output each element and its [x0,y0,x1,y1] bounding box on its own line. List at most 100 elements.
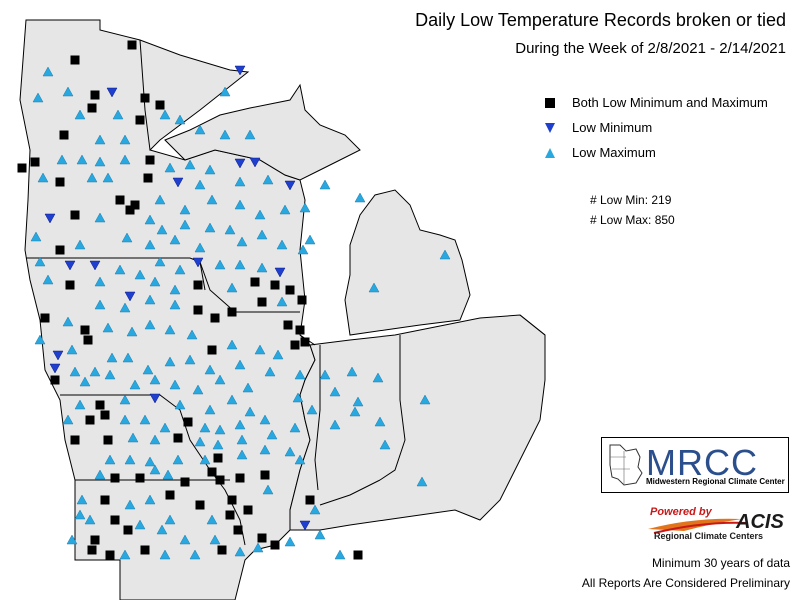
low-max-marker [252,542,264,553]
low-max-marker [134,269,146,280]
low-max-marker [372,372,384,383]
low-max-marker [262,484,274,495]
low-min-marker [49,363,61,374]
low-max-marker [314,529,326,540]
low-max-marker [184,159,196,170]
low-max-marker [284,446,296,457]
low-max-marker [276,296,288,307]
legend-label-low-min: Low Minimum [572,120,653,135]
both-record-marker [70,55,80,65]
low-max-marker [234,546,246,557]
both-record-marker [165,490,175,500]
low-max-marker [236,434,248,445]
low-max-marker [244,129,256,140]
low-max-marker [294,454,306,465]
low-max-marker [42,274,54,285]
low-max-marker [214,424,226,435]
low-max-marker [66,344,78,355]
low-max-marker [127,432,139,443]
low-max-marker [164,324,176,335]
low-max-marker [32,92,44,103]
low-max-marker [164,356,176,367]
low-min-marker [192,257,204,268]
mrcc-subtitle: Midwestern Regional Climate Center [646,477,785,486]
low-max-marker [199,422,211,433]
low-max-marker [119,302,131,313]
low-min-marker [274,267,286,278]
low-max-marker [142,364,154,375]
footer-min-years: Minimum 30 years of data [651,556,790,570]
low-max-marker [119,394,131,405]
low-max-marker [30,231,42,242]
both-record-marker [257,297,267,307]
both-record-marker [180,477,190,487]
low-max-marker [206,514,218,525]
low-max-marker [256,262,268,273]
low-max-marker [169,284,181,295]
low-max-marker [119,134,131,145]
low-max-marker [174,399,186,410]
low-max-marker [374,416,386,427]
low-max-marker [144,319,156,330]
low-max-marker [256,229,268,240]
footer-preliminary: All Reports Are Considered Preliminary [581,576,790,590]
low-max-marker [226,394,238,405]
low-max-marker [234,259,246,270]
low-max-marker [214,259,226,270]
both-record-marker [110,473,120,483]
low-max-marker [69,366,81,377]
low-max-marker [156,524,168,535]
legend: Both Low Minimum and Maximum Low Minimum… [540,90,768,165]
low-max-marker [319,179,331,190]
both-record-marker [193,280,203,290]
both-record-marker [290,340,300,350]
low-max-count: # Low Max: 850 [590,213,675,227]
low-max-marker [234,419,246,430]
low-max-marker [416,476,428,487]
low-max-marker [106,352,118,363]
both-record-marker [213,453,223,463]
both-record-marker [243,505,253,515]
low-max-marker [134,519,146,530]
low-max-marker [179,204,191,215]
low-max-marker [164,162,176,173]
low-max-marker [439,249,451,260]
low-max-marker [334,549,346,560]
low-max-marker [144,494,156,505]
low-max-marker [354,192,366,203]
both-record-marker [105,550,115,560]
low-max-marker [219,129,231,140]
low-max-marker [254,209,266,220]
both-record-marker [83,335,93,345]
low-min-marker [234,65,246,76]
both-record-marker [260,470,270,480]
low-max-marker [194,179,206,190]
eastern-land [289,314,546,531]
low-max-marker [266,429,278,440]
low-max-marker [149,374,161,385]
both-record-marker [227,307,237,317]
low-min-marker [299,520,311,531]
acis-logo: Powered by ACIS Regional Climate Centers [644,505,790,547]
low-max-marker [192,384,204,395]
low-max-marker [74,509,86,520]
low-max-marker [226,339,238,350]
low-max-marker [242,382,254,393]
low-max-marker [94,212,106,223]
low-max-marker [119,154,131,165]
low-max-marker [119,549,131,560]
both-record-marker [353,550,363,560]
acis-subtitle: Regional Climate Centers [654,531,764,541]
triangle-down-icon [540,121,560,135]
low-min-marker [284,180,296,191]
low-max-marker [169,299,181,310]
low-max-marker [144,456,156,467]
low-max-marker [234,176,246,187]
low-min-marker [106,87,118,98]
low-min-marker [44,213,56,224]
low-max-marker [74,239,86,250]
low-max-marker [224,224,236,235]
low-max-marker [34,256,46,267]
low-max-marker [236,449,248,460]
